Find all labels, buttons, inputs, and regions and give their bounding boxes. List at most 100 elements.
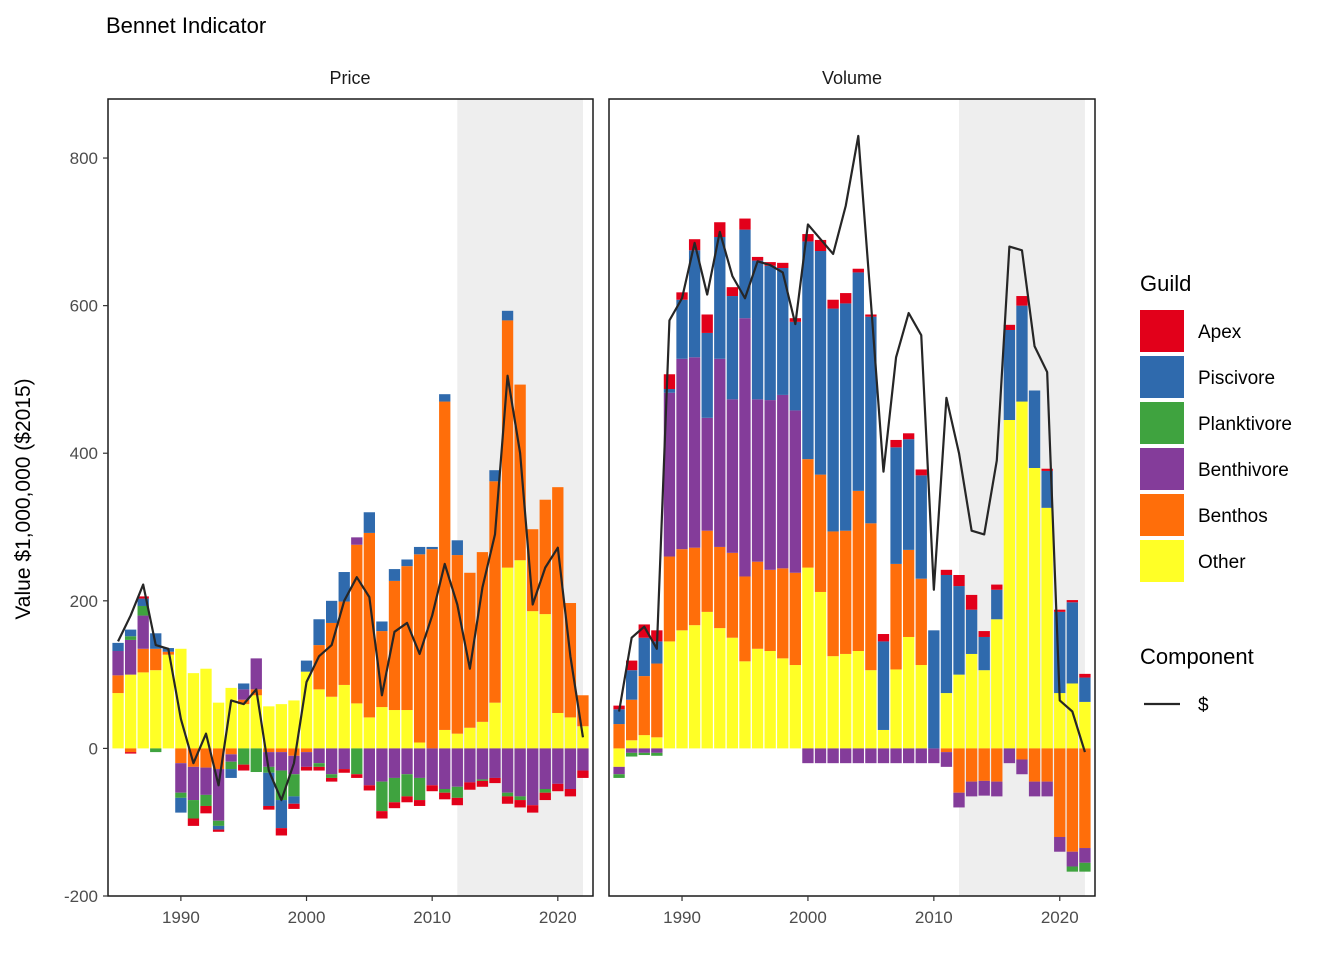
bar-volume-1985-planktivore xyxy=(613,774,625,778)
bar-price-2014-apex xyxy=(476,780,489,787)
bar-volume-2022-apex xyxy=(1079,673,1091,678)
bar-volume-2022-benthivore xyxy=(1079,848,1091,863)
bar-price-1992-other xyxy=(200,668,212,749)
bar-volume-2019-piscivore xyxy=(1041,470,1053,508)
bar-price-2000-other xyxy=(300,671,313,749)
legend-key-apex xyxy=(1140,310,1184,352)
y-axis: -200 0 200 400 600 800 xyxy=(64,149,108,906)
bar-price-1994-benthos xyxy=(225,748,237,755)
bar-volume-1986-piscivore xyxy=(626,670,638,700)
bar-price-2009-other xyxy=(413,742,426,749)
bar-volume-2020-other xyxy=(1054,693,1066,749)
bar-volume-2021-benthos xyxy=(1066,748,1078,852)
bar-volume-1996-benthos xyxy=(751,561,764,649)
bar-volume-1989-benthivore xyxy=(663,392,676,557)
bar-price-2019-benthos xyxy=(539,499,551,615)
bar-volume-1995-benthivore xyxy=(739,318,751,577)
bar-volume-1995-piscivore xyxy=(739,229,751,319)
bar-volume-2016-apex xyxy=(1003,324,1016,330)
bar-price-2009-benthivore xyxy=(413,748,426,778)
bar-price-1990-benthivore xyxy=(175,763,187,793)
bar-volume-2017-piscivore xyxy=(1016,305,1028,402)
bar-volume-2009-benthivore xyxy=(915,748,927,764)
bar-price-2005-piscivore xyxy=(363,512,375,533)
bar-price-2015-piscivore xyxy=(489,470,501,482)
bar-volume-1985-piscivore xyxy=(613,709,625,725)
bar-volume-2018-other xyxy=(1028,467,1041,749)
bar-volume-2012-other xyxy=(953,674,965,749)
legend-label-benthivore: Benthivore xyxy=(1198,460,1289,481)
bar-price-2013-benthos xyxy=(464,572,476,728)
bar-volume-2013-benthos xyxy=(965,748,978,782)
bar-volume-2003-apex xyxy=(840,293,852,304)
bar-price-1997-other xyxy=(263,706,275,749)
bar-price-2009-apex xyxy=(413,800,426,806)
legend-label-planktivore: Planktivore xyxy=(1198,414,1292,435)
bar-volume-1986-other xyxy=(626,740,638,749)
bar-volume-2003-piscivore xyxy=(840,303,852,531)
bar-price-2021-apex xyxy=(564,789,577,797)
legend-guild-title: Guild xyxy=(1140,271,1191,296)
bar-volume-1987-planktivore xyxy=(638,752,650,756)
panel-strip-volume: Volume xyxy=(822,68,882,88)
bar-volume-2000-benthos xyxy=(802,459,814,568)
bar-price-2019-other xyxy=(539,614,551,749)
bar-volume-2022-benthos xyxy=(1079,748,1091,849)
bar-volume-1996-piscivore xyxy=(751,260,764,400)
bar-volume-2022-planktivore xyxy=(1079,862,1091,872)
bar-volume-2016-benthivore xyxy=(1003,748,1016,764)
bar-volume-2006-benthivore xyxy=(877,748,890,764)
bar-volume-1991-benthos xyxy=(688,547,701,626)
bar-volume-1994-other xyxy=(726,637,739,749)
bar-volume-1989-benthos xyxy=(663,556,676,642)
bar-volume-2017-benthivore xyxy=(1016,759,1028,775)
bar-volume-2013-piscivore xyxy=(965,609,978,654)
bar-price-2003-benthivore xyxy=(338,748,350,770)
bar-volume-2008-benthos xyxy=(902,549,915,637)
bar-price-2010-apex xyxy=(426,785,438,792)
bar-price-2005-apex xyxy=(363,785,375,791)
bar-price-1997-apex xyxy=(263,805,275,810)
bar-volume-1990-benthos xyxy=(676,549,688,631)
bar-price-2016-apex xyxy=(501,796,514,804)
bar-volume-1999-benthos xyxy=(789,572,802,666)
bar-volume-1992-benthos xyxy=(701,530,713,612)
bar-volume-2022-other xyxy=(1079,701,1091,749)
bar-volume-2010-piscivore xyxy=(928,630,940,749)
bar-price-2016-planktivore xyxy=(501,792,514,797)
bar-volume-2008-benthivore xyxy=(902,748,915,764)
bar-volume-1991-benthivore xyxy=(688,357,701,548)
bar-volume-1987-other xyxy=(638,735,650,749)
x-tick-label: 1990 xyxy=(162,908,200,927)
bar-price-2007-apex xyxy=(388,802,401,809)
net-value-line-volume xyxy=(617,134,1086,753)
bar-volume-2005-benthivore xyxy=(865,748,877,764)
bar-price-1996-planktivore xyxy=(250,748,262,773)
bar-volume-2007-other xyxy=(890,669,902,749)
bar-volume-2018-piscivore xyxy=(1028,390,1041,468)
bar-price-1996-benthivore xyxy=(250,658,262,690)
bar-price-1994-other xyxy=(225,687,237,749)
bar-volume-2017-benthos xyxy=(1016,748,1028,760)
x-tick-label: 2000 xyxy=(288,908,326,927)
bar-volume-2009-other xyxy=(915,665,927,749)
bar-price-1992-benthos xyxy=(200,748,212,768)
bar-price-2003-apex xyxy=(338,769,350,773)
bar-volume-1988-other xyxy=(651,737,663,749)
bar-price-1986-benthos xyxy=(124,748,137,753)
bar-volume-2021-benthivore xyxy=(1066,851,1078,867)
bar-price-2006-apex xyxy=(376,811,388,819)
bar-volume-1998-other xyxy=(777,658,789,749)
panel-price: 1990 2000 2010 2020 xyxy=(107,98,594,927)
bar-price-1991-other xyxy=(187,673,200,749)
bar-price-2017-benthos xyxy=(514,384,526,561)
legend-label-other: Other xyxy=(1198,552,1246,573)
bar-price-2017-other xyxy=(514,560,526,749)
bar-volume-1987-apex xyxy=(638,624,650,638)
bar-price-2008-apex xyxy=(401,796,413,803)
bar-price-2018-benthivore xyxy=(527,748,539,806)
bar-price-1999-other xyxy=(288,700,300,749)
bar-price-1988-other xyxy=(150,670,162,749)
bar-volume-2015-other xyxy=(991,619,1003,749)
